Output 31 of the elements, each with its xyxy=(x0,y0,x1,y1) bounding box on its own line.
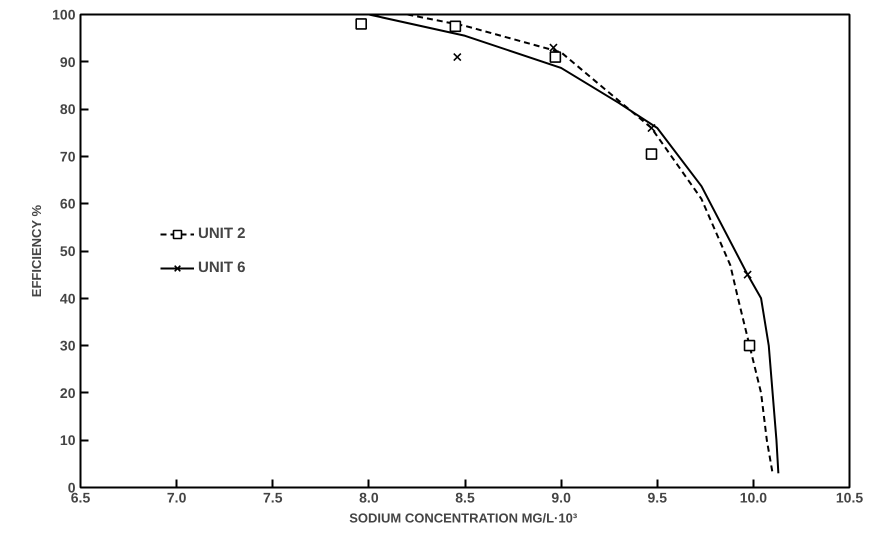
point xyxy=(355,18,367,30)
point xyxy=(452,52,462,62)
y-axis-title: EFFICIENCY % xyxy=(29,204,44,298)
point xyxy=(743,270,752,279)
legend-label: UNIT 6 xyxy=(198,259,246,276)
legend-label: UNIT 2 xyxy=(198,225,246,242)
x-tick-label: 8.0 xyxy=(359,490,379,506)
point xyxy=(646,148,658,160)
y-tick-label: 70 xyxy=(60,148,76,164)
y-tick-label: 30 xyxy=(60,338,76,354)
y-tick-label: 40 xyxy=(60,290,76,306)
x-tick-label: 10.0 xyxy=(740,490,768,506)
y-tick-label: 50 xyxy=(60,243,76,259)
x-tick-label: 7.5 xyxy=(263,490,283,506)
point xyxy=(744,340,756,352)
y-tick-label: 20 xyxy=(60,384,76,401)
x-tick-label: 9.5 xyxy=(648,490,668,506)
point xyxy=(450,20,462,32)
y-tick-label: 60 xyxy=(60,196,76,212)
x-tick-label: 10.5 xyxy=(836,490,864,506)
x-tick-label: 7.0 xyxy=(166,490,187,506)
x-axis-title: SODIUM CONCENTRATION MG/L·10³ xyxy=(349,510,578,526)
point xyxy=(647,124,656,132)
y-tick-label: 100 xyxy=(52,6,76,22)
x-tick-label: 8.5 xyxy=(455,490,475,506)
x-tick-label: 9.0 xyxy=(551,490,572,506)
point xyxy=(549,43,558,52)
y-tick-label: 10 xyxy=(60,432,76,448)
y-tick-label: 90 xyxy=(60,54,76,70)
y-tick-label: 80 xyxy=(60,101,76,118)
point xyxy=(550,51,562,63)
